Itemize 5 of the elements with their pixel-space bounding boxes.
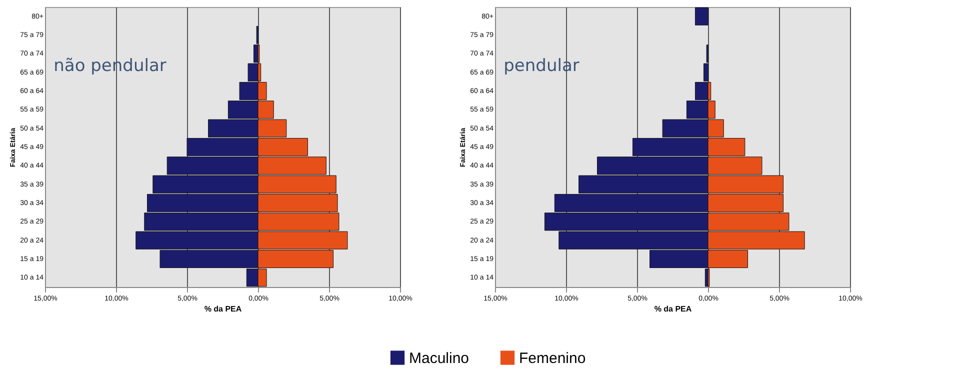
x-axis-title: % da PEA	[654, 304, 692, 314]
legend-label: Femenino	[519, 350, 586, 367]
legend-label: Maculino	[409, 350, 470, 367]
x-axis-title: % da PEA	[204, 304, 242, 314]
bar	[694, 7, 708, 26]
